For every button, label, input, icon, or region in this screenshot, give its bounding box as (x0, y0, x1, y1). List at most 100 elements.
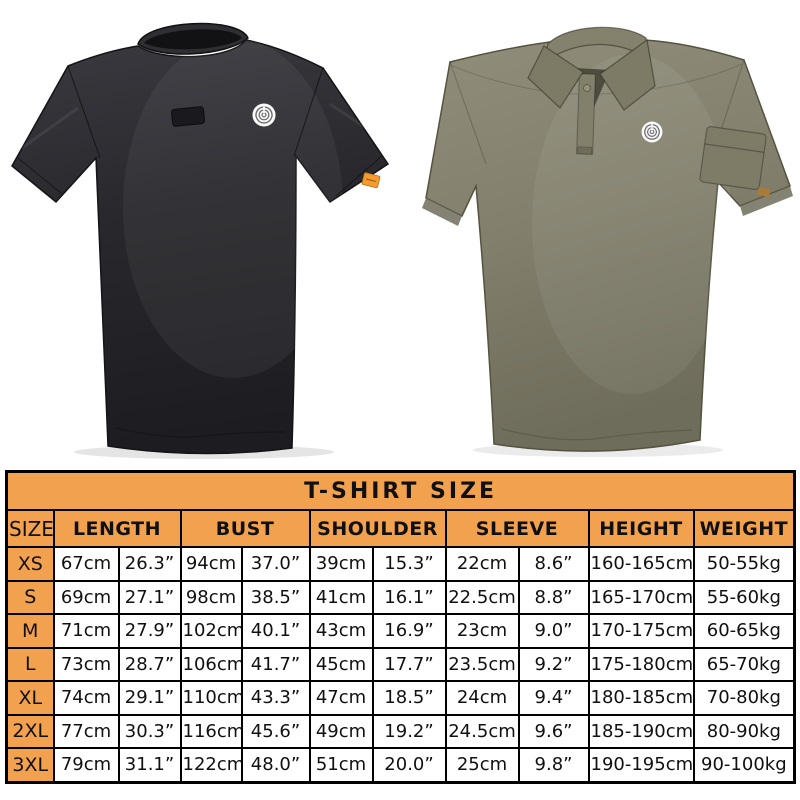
measurement-cell: 80-90kg (692, 713, 796, 749)
column-header-height: HEIGHT (587, 509, 695, 548)
cuff-band-right (740, 186, 793, 216)
size-row-l: L 73cm 28.7” 106cm 41.7” 45cm 17.7” 23.5cm 9.2” 1… (5, 646, 796, 682)
measurement-cell: 26.3” (117, 546, 182, 582)
measurement-cell: 43cm (308, 613, 374, 649)
measurement-cell: 8.6” (517, 546, 590, 582)
measurement-cell: 55-60kg (692, 579, 796, 615)
measurement-cell: 24cm (444, 680, 520, 716)
measurement-cell: 77cm (52, 713, 120, 749)
measurement-cell: 41.7” (240, 646, 311, 682)
button-placket (576, 73, 596, 155)
size-label: S (5, 579, 55, 615)
measurement-cell: 69cm (52, 579, 120, 615)
measurement-cell: 40.1” (240, 613, 311, 649)
size-row-2xl: 2XL 77cm 30.3” 116cm 45.6” 49cm 19.2” 24.5cm 9.6… (5, 713, 796, 749)
measurement-cell: 67cm (52, 546, 120, 582)
measurement-cell: 20.0” (371, 747, 447, 783)
measurement-cell: 23.5cm (444, 646, 520, 682)
chart-header-row: SIZE LENGTH BUST SHOULDER SLEEVE HEIGHT WEIGHT (5, 509, 796, 548)
measurement-cell: 18.5” (371, 680, 447, 716)
measurement-cell: 19.2” (371, 713, 447, 749)
size-label: 3XL (5, 747, 55, 783)
measurement-cell: 98cm (179, 579, 243, 615)
measurement-cell: 28.7” (117, 646, 182, 682)
polo-button (582, 84, 591, 93)
measurement-cell: 79cm (52, 747, 120, 783)
tshirt-body (11, 39, 390, 455)
column-header-shoulder: SHOULDER (308, 509, 447, 548)
olive-polo-photo (402, 14, 794, 466)
measurement-cell: 49cm (308, 713, 374, 749)
velcro-patch (171, 106, 206, 127)
measurement-cell: 9.2” (517, 646, 590, 682)
measurement-cell: 71cm (52, 613, 120, 649)
measurement-cell: 116cm (179, 713, 243, 749)
measurement-cell: 22.5cm (444, 579, 520, 615)
measurement-cell: 38.5” (240, 579, 311, 615)
measurement-cell: 9.0” (517, 613, 590, 649)
measurement-cell: 180-185cm (587, 680, 695, 716)
size-row-3xl: 3XL 79cm 31.1” 122cm 48.0” 51cm 20.0” 25cm 9.8” 1… (5, 747, 796, 783)
column-header-size: SIZE (5, 509, 55, 548)
measurement-cell: 9.8” (517, 747, 590, 783)
measurement-cell: 22cm (444, 546, 520, 582)
measurement-cell: 50-55kg (692, 546, 796, 582)
measurement-cell: 102cm (179, 613, 243, 649)
measurement-cell: 48.0” (240, 747, 311, 783)
measurement-cell: 51cm (308, 747, 374, 783)
measurement-cell: 37.0” (240, 546, 311, 582)
measurement-cell: 47cm (308, 680, 374, 716)
size-row-xs: XS 67cm 26.3” 94cm 37.0” 39cm 15.3” 22cm 8.6” 160… (5, 546, 796, 582)
measurement-cell: 27.1” (117, 579, 182, 615)
size-label: M (5, 613, 55, 649)
measurement-cell: 8.8” (517, 579, 590, 615)
measurement-cell: 29.1” (117, 680, 182, 716)
polo-collar (527, 26, 656, 111)
cuff-band-left (422, 198, 462, 226)
buttonhole-tab (577, 146, 593, 155)
measurement-cell: 16.9” (371, 613, 447, 649)
measurement-cell: 23cm (444, 613, 520, 649)
measurement-cell: 45.6” (240, 713, 311, 749)
column-header-length: LENGTH (52, 509, 182, 548)
measurement-cell: 73cm (52, 646, 120, 682)
measurement-cell: 170-175cm (587, 613, 695, 649)
sleeve-tag (361, 172, 381, 189)
cuff-tag (757, 186, 771, 198)
measurement-cell: 17.7” (371, 646, 447, 682)
size-label: L (5, 646, 55, 682)
black-tshirt-photo (8, 8, 400, 460)
measurement-cell: 16.1” (371, 579, 447, 615)
size-chart: T-SHIRT SIZE SIZE LENGTH BUST SHOULDER SLEEV… (5, 470, 797, 784)
measurement-cell: 94cm (179, 546, 243, 582)
circular-emblem-icon (251, 102, 277, 128)
size-row-xl: XL 74cm 29.1” 110cm 43.3” 47cm 18.5” 24cm 9.4” 18… (5, 680, 796, 716)
measurement-cell: 110cm (179, 680, 243, 716)
measurement-cell: 122cm (179, 747, 243, 783)
measurement-cell: 60-65kg (692, 613, 796, 649)
size-label: XS (5, 546, 55, 582)
size-chart-table: T-SHIRT SIZE SIZE LENGTH BUST SHOULDER SLEEV… (5, 470, 797, 784)
measurement-cell: 43.3” (240, 680, 311, 716)
size-row-m: M 71cm 27.9” 102cm 40.1” 43cm 16.9” 23cm 9.0” 170… (5, 613, 796, 649)
size-row-s: S 69cm 27.1” 98cm 38.5” 41cm 16.1” 22.5cm 8.8” 16… (5, 579, 796, 615)
size-label: XL (5, 680, 55, 716)
measurement-cell: 65-70kg (692, 646, 796, 682)
measurement-cell: 74cm (52, 680, 120, 716)
measurement-cell: 70-80kg (692, 680, 796, 716)
measurement-cell: 39cm (308, 546, 374, 582)
measurement-cell: 24.5cm (444, 713, 520, 749)
measurement-cell: 106cm (179, 646, 243, 682)
column-header-bust: BUST (179, 509, 311, 548)
measurement-cell: 27.9” (117, 613, 182, 649)
measurement-cell: 165-170cm (587, 579, 695, 615)
measurement-cell: 31.1” (117, 747, 182, 783)
size-label: 2XL (5, 713, 55, 749)
measurement-cell: 190-195cm (587, 747, 695, 783)
chart-title: T-SHIRT SIZE (5, 470, 796, 511)
measurement-cell: 25cm (444, 747, 520, 783)
measurement-cell: 41cm (308, 579, 374, 615)
measurement-cell: 185-190cm (587, 713, 695, 749)
measurement-cell: 45cm (308, 646, 374, 682)
